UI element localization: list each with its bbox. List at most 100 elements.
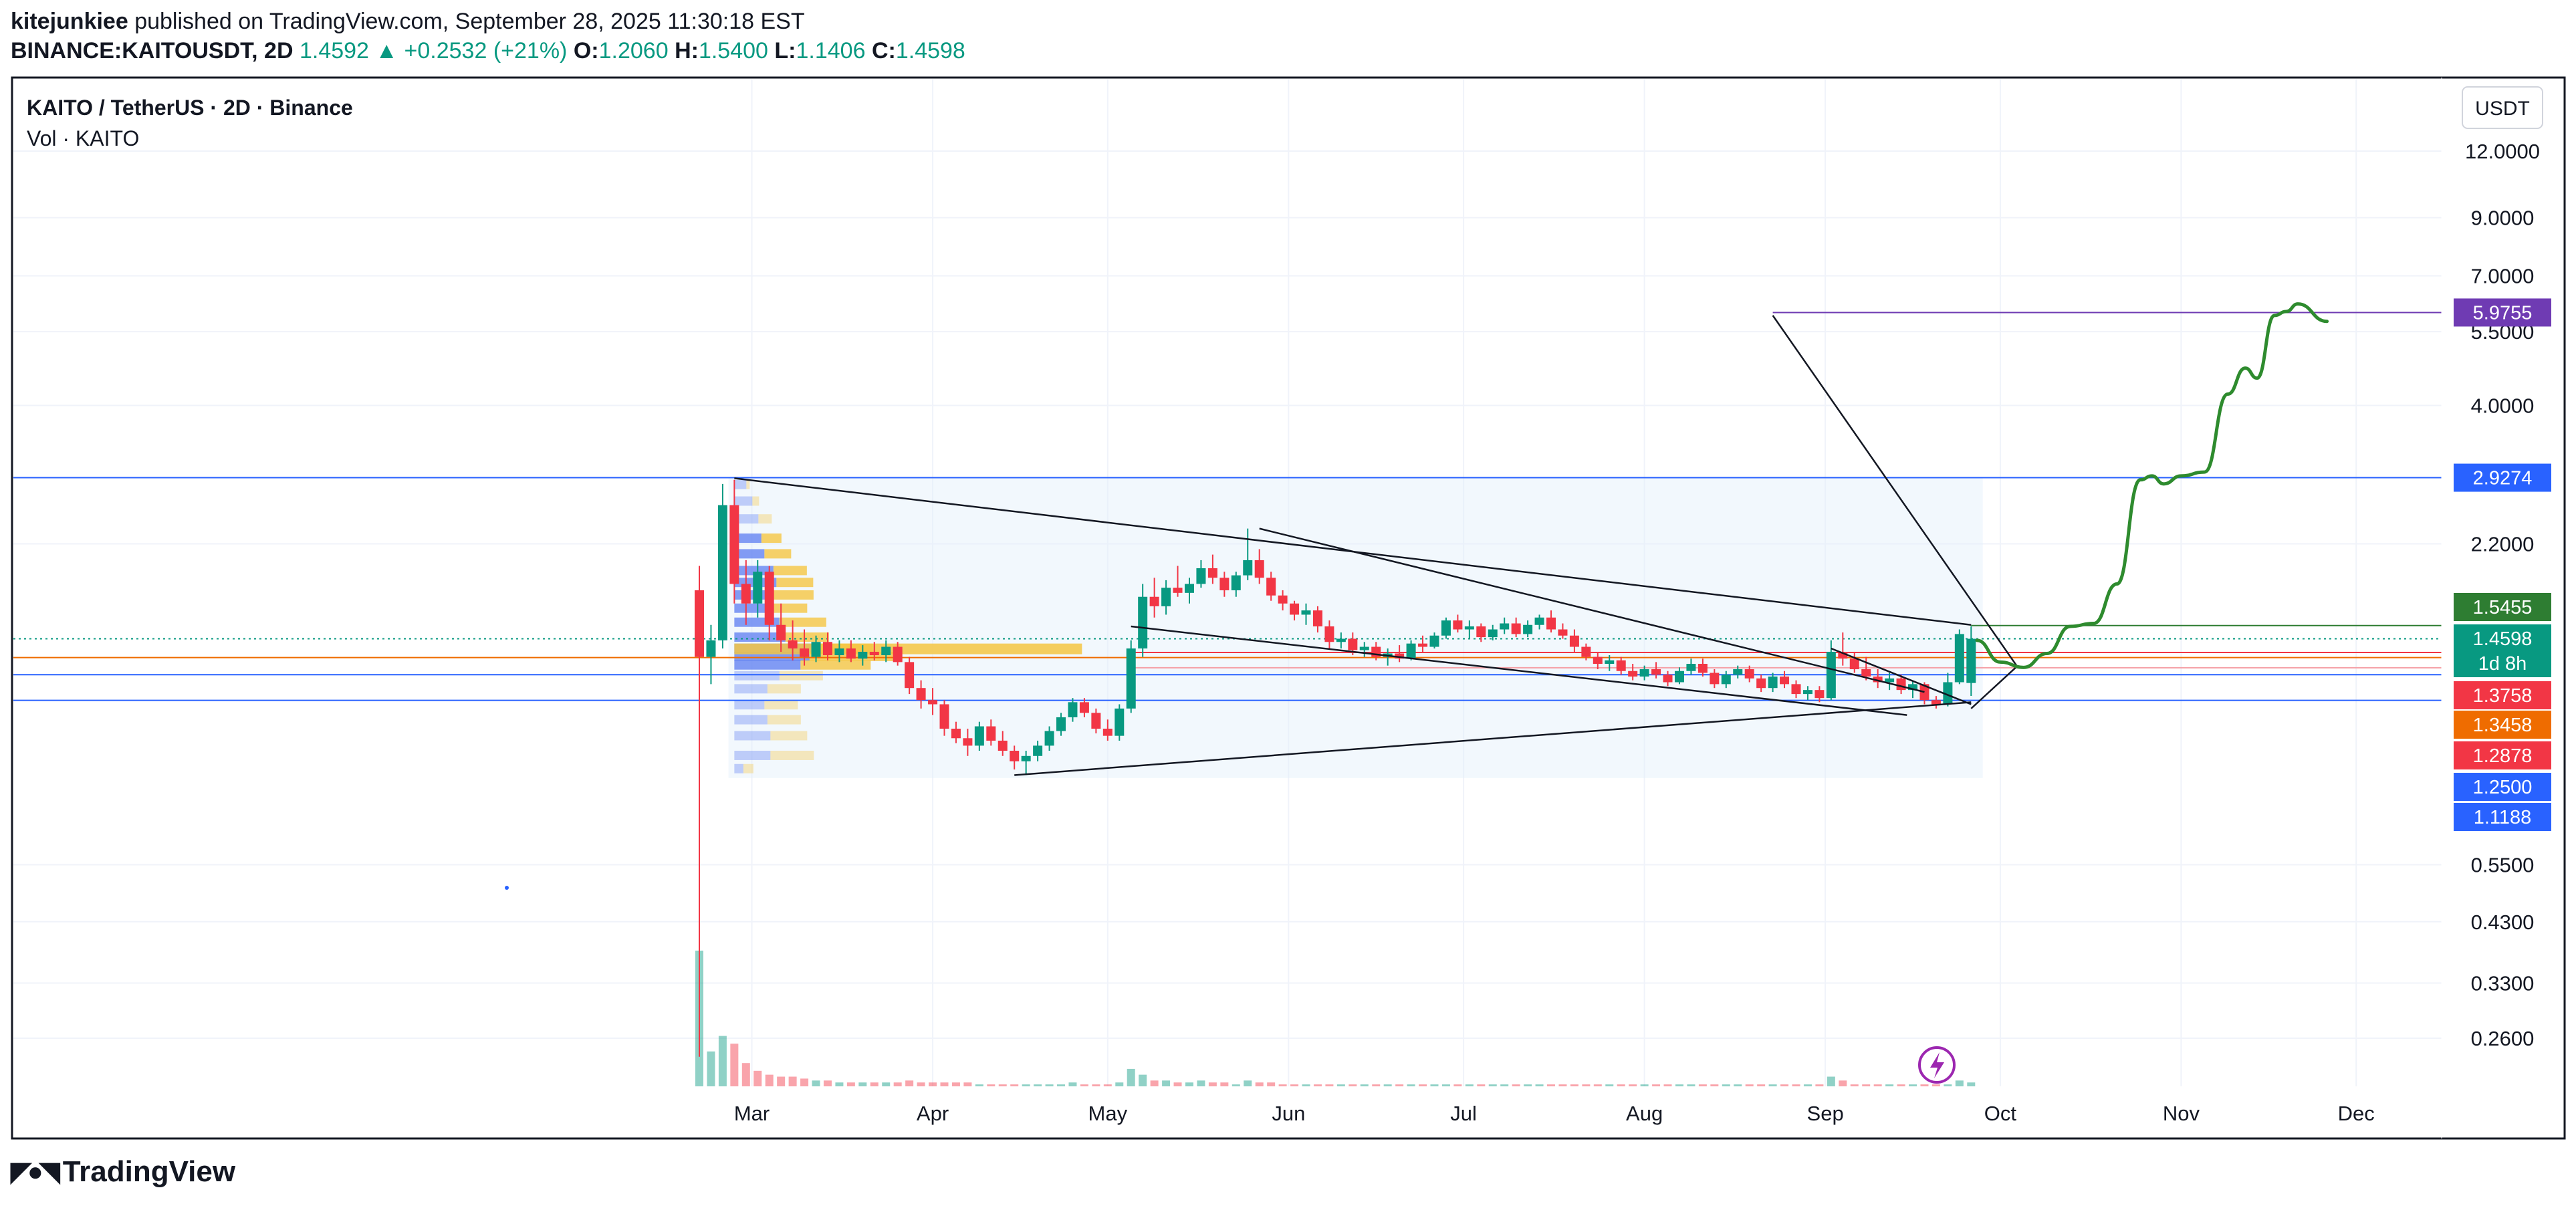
volume-bar — [1710, 1084, 1719, 1086]
last-price: 1.4592 — [299, 38, 369, 64]
legend-title: KAITO / TetherUS · 2D · Binance — [27, 96, 353, 120]
candle-body — [1838, 651, 1848, 659]
up-arrow-icon: ▲ — [375, 38, 398, 64]
price-axis[interactable]: 12.00009.00007.00005.50004.00002.20000.5… — [2441, 78, 2540, 1138]
candle-body — [1301, 610, 1311, 615]
volume-bar — [882, 1082, 891, 1086]
ohlc-line: BINANCE:KAITOUSDT, 2D 1.4592 ▲ +0.2532 (… — [11, 36, 965, 66]
candle-body — [846, 648, 856, 659]
tv-logo-icon: ◤●◥ — [11, 1157, 60, 1187]
candle-body — [729, 505, 739, 584]
currency-box[interactable] — [2462, 86, 2543, 129]
volume-bar — [1698, 1084, 1707, 1086]
trendline — [1014, 701, 1972, 776]
vp-buy-bar — [734, 763, 743, 773]
time-axis[interactable]: Mar Apr May Jun Jul Aug Sep Oct Nov Dec — [734, 1102, 2375, 1125]
volume-bar — [777, 1076, 786, 1086]
volume-bar — [1524, 1084, 1532, 1086]
high-value: 1.5400 — [698, 38, 768, 64]
volume-bar — [1115, 1082, 1124, 1086]
lightning-icon[interactable] — [1918, 1046, 1956, 1084]
vp-buy-bar — [734, 533, 762, 544]
vp-buy-bar — [734, 632, 786, 642]
candle-body — [928, 700, 938, 705]
vp-sell-bar — [776, 578, 814, 588]
candle-body — [1068, 702, 1078, 717]
vp-buy-bar — [734, 700, 765, 710]
price-tag-label: 1.3758 — [2473, 685, 2533, 707]
candle-body — [1348, 638, 1358, 650]
candle-body — [974, 726, 984, 746]
volume-bar — [1313, 1084, 1322, 1086]
volume-bar — [1068, 1082, 1077, 1086]
price-tag-label: 2.9274 — [2473, 468, 2533, 489]
volume-bar — [1792, 1084, 1800, 1086]
vp-buy-bar — [734, 603, 771, 613]
volume-bar — [1675, 1084, 1683, 1086]
candle-body — [1010, 750, 1020, 761]
candle-body — [1581, 646, 1591, 657]
vp-sell-bar — [743, 763, 753, 773]
volume-bar — [1080, 1084, 1088, 1086]
volume-bar — [1944, 1084, 1952, 1086]
tradingview-logo[interactable]: ◤●◥ TradingView — [11, 1155, 235, 1189]
volume-bar — [1663, 1084, 1672, 1086]
price-tick-label: 9.0000 — [2471, 207, 2535, 230]
volume-bar — [823, 1080, 832, 1086]
candle-body — [753, 572, 763, 604]
price-tick-label: 0.5500 — [2471, 854, 2535, 877]
candle-body — [1639, 669, 1649, 677]
volume-bar — [929, 1082, 937, 1086]
candle-body — [951, 728, 961, 739]
candle-body — [1651, 669, 1661, 675]
candle-body — [1802, 690, 1812, 695]
time-tick-label: Jun — [1272, 1102, 1305, 1125]
publisher-name[interactable]: kitejunkiee — [11, 9, 128, 34]
candle-body — [1324, 626, 1334, 642]
candle-body — [1079, 702, 1089, 713]
time-tick-label: Sep — [1807, 1102, 1844, 1125]
grid — [13, 79, 2442, 1086]
trendlines[interactable] — [734, 315, 2019, 776]
volume-bar — [1162, 1080, 1171, 1086]
candle-body — [1102, 728, 1113, 736]
volume-bar — [1629, 1084, 1637, 1086]
volume-bar — [1045, 1084, 1054, 1086]
candle-body — [1791, 684, 1801, 695]
candle-body — [1697, 664, 1708, 673]
candle-body — [1021, 755, 1031, 761]
candle-body — [869, 651, 879, 656]
candle-body — [1336, 638, 1346, 642]
time-tick-label: Aug — [1626, 1102, 1663, 1125]
vp-sell-bar — [767, 684, 801, 694]
volume-bar — [788, 1076, 797, 1086]
volume-bar — [730, 1044, 739, 1086]
volume-bar — [1909, 1084, 1917, 1086]
volume-bar — [870, 1082, 879, 1086]
candle-body — [1476, 626, 1486, 638]
volume-bar — [1873, 1084, 1882, 1086]
candle-body — [1663, 675, 1673, 683]
price-tag-bg — [2454, 681, 2551, 709]
volume-bar — [1325, 1084, 1334, 1086]
candle-body — [1954, 634, 1964, 683]
volume-bar — [1734, 1084, 1742, 1086]
candle-body — [1814, 690, 1825, 699]
candle-body — [1885, 678, 1895, 683]
vp-buy-bar — [734, 671, 780, 681]
volume-bar — [1430, 1084, 1439, 1086]
volume-bar — [1336, 1084, 1345, 1086]
candle-body — [695, 590, 704, 657]
volume-bar — [1488, 1084, 1497, 1086]
volume-bar — [835, 1082, 844, 1086]
volume-bar — [1652, 1084, 1661, 1086]
volume-bar — [1278, 1084, 1287, 1086]
volume-bar — [1255, 1082, 1264, 1086]
open-value: 1.2060 — [598, 38, 669, 64]
price-tick-label: 7.0000 — [2471, 265, 2535, 288]
currency-label[interactable]: USDT — [2475, 98, 2530, 120]
volume-bar — [951, 1082, 960, 1086]
candle-body — [1593, 656, 1603, 665]
projection-path[interactable] — [1975, 302, 2329, 669]
